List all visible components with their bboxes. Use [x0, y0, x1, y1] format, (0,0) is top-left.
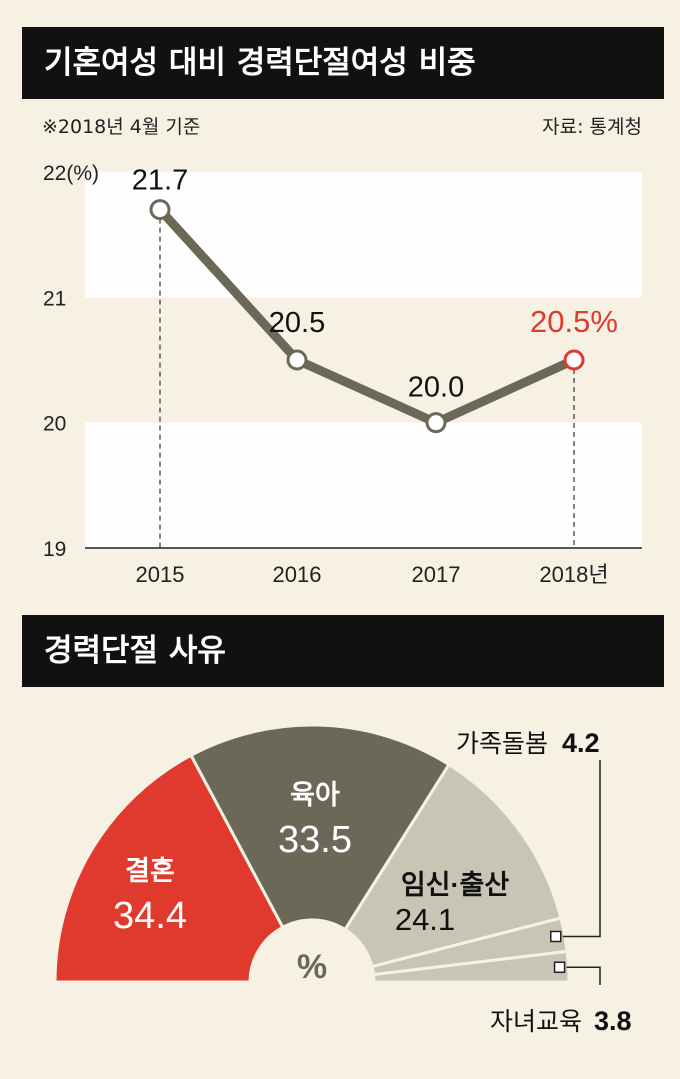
- y-tick-label: 21: [43, 287, 66, 310]
- slice-value: 33.5: [278, 819, 352, 861]
- pie-slice: [342, 762, 563, 969]
- x-tick-label: 2015: [136, 562, 185, 587]
- slice-label: 자녀교육: [490, 1008, 582, 1036]
- y-tick-label: 22(%): [43, 162, 99, 185]
- pie-chart-title: 경력단절 사유: [22, 615, 664, 687]
- x-tick-label: 2016: [273, 562, 322, 587]
- slice-value: 24.1: [395, 902, 455, 937]
- data-label: 20.5: [269, 307, 325, 339]
- line-chart-title: 기혼여성 대비 경력단절여성 비중: [22, 27, 664, 99]
- slice-label: 육아: [290, 780, 340, 810]
- callout-line: [562, 760, 601, 938]
- slice-label: 가족돌봄: [456, 730, 548, 758]
- callout-marker: [550, 930, 562, 943]
- grid-band: [85, 297, 642, 423]
- pie-slice: [371, 949, 571, 984]
- y-tick-label: 20: [43, 413, 66, 436]
- pie-slice: [188, 723, 452, 932]
- x-tick-label: 2017: [412, 562, 461, 587]
- data-label: 21.7: [132, 165, 188, 197]
- data-point: [286, 349, 308, 371]
- line-chart: 19 20 21 22(%) 2015 2016 2017 2018년 21.7 20.5 20.0…: [43, 162, 642, 587]
- slice-label: 결혼: [125, 856, 175, 886]
- data-point: [149, 199, 171, 221]
- slice-value: 4.2: [562, 728, 600, 758]
- x-tick-label: 2018년: [539, 562, 608, 587]
- center-label: %: [297, 948, 327, 986]
- callout-line: [566, 966, 601, 985]
- slice-value: 34.4: [113, 895, 187, 937]
- slice-label: 임신·출산: [401, 870, 510, 900]
- slice-value: 3.8: [594, 1006, 632, 1036]
- data-label: 20.0: [408, 372, 464, 404]
- data-point: [563, 349, 585, 371]
- callout-marker: [553, 961, 566, 974]
- y-tick-label: 19: [43, 538, 66, 561]
- pie-slice: [53, 753, 285, 984]
- source-note: 자료: 통계청: [542, 116, 642, 138]
- data-label: 20.5%: [530, 304, 618, 339]
- data-point: [425, 412, 447, 434]
- base-date-note: ※2018년 4월 기준: [42, 116, 201, 138]
- series-line: [155, 205, 579, 428]
